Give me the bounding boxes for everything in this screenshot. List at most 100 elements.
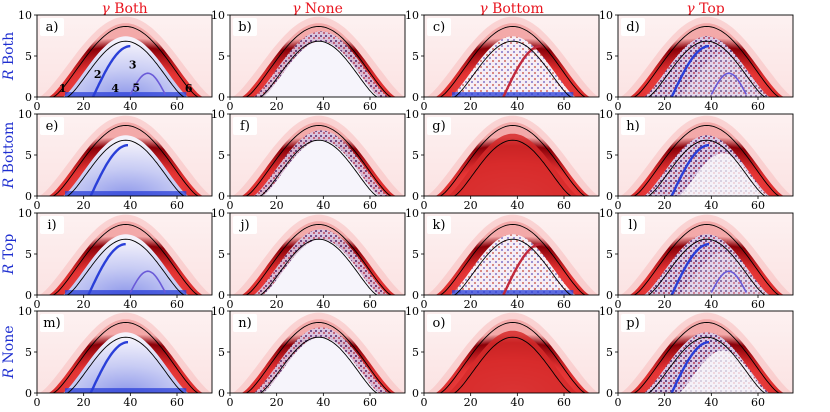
primary-front-line [670, 341, 709, 393]
panel-label-box [427, 117, 451, 135]
x-tick-label: 40 [316, 199, 330, 212]
interior-region [262, 239, 380, 295]
y-tick-label: 5 [25, 149, 32, 162]
x-tick-label: 60 [751, 100, 765, 113]
y-tick-label: 5 [218, 149, 225, 162]
y-tick-label: 0 [25, 91, 32, 104]
panel-m: 0 20 40 60 0 5 10 m) [18, 305, 213, 409]
contour-inner [454, 336, 572, 393]
x-tick-label: 40 [704, 396, 718, 409]
y-tick-label: 5 [412, 248, 419, 261]
x-tick-label: 0 [615, 396, 622, 409]
panel-label: j) [238, 218, 249, 233]
primary-front-line [670, 45, 709, 97]
panel-label: o) [433, 316, 446, 331]
interior-region [447, 133, 578, 196]
panel-j: 0 20 40 60 0 5 10 j) [211, 207, 406, 311]
baseline-band [452, 290, 574, 295]
y-tick-label: 10 [599, 207, 613, 220]
x-tick-label: 60 [170, 100, 184, 113]
contour-outer [246, 224, 392, 295]
y-tick-label: 5 [412, 50, 419, 63]
y-tick-label: 0 [412, 289, 419, 302]
column-title-both: γ Both [101, 1, 147, 17]
x-tick-label: 0 [227, 199, 234, 212]
y-tick-label: 10 [18, 207, 32, 220]
x-tick-label: 60 [363, 298, 377, 311]
y-tick-label: 0 [25, 387, 32, 400]
x-tick-label: 60 [363, 100, 377, 113]
row-title-both: R Both [1, 32, 17, 81]
y-tick-label: 10 [211, 207, 225, 220]
x-tick-label: 60 [363, 199, 377, 212]
panel-label-box [233, 18, 257, 36]
x-tick-label: 40 [510, 396, 524, 409]
y-tick-label: 10 [18, 305, 32, 318]
panel-f: 0 20 40 60 0 5 10 f) [211, 108, 406, 212]
y-tick-label: 10 [18, 108, 32, 121]
contour-inner [67, 336, 185, 393]
contour-inner [260, 238, 378, 295]
y-tick-label: 5 [218, 346, 225, 359]
x-tick-label: 0 [615, 100, 622, 113]
x-tick-label: 20 [464, 298, 478, 311]
panel-label-box [40, 314, 64, 332]
panel-label-box [233, 314, 257, 332]
secondary-front-line [129, 72, 167, 95]
x-tick-label: 60 [170, 199, 184, 212]
panel-label-box [427, 18, 451, 36]
panel-label: d) [626, 20, 639, 35]
y-tick-label: 10 [211, 305, 225, 318]
y-tick-label: 5 [606, 50, 613, 63]
x-tick-label: 0 [34, 298, 41, 311]
panel-i: 0 20 40 60 0 5 10 i) [18, 207, 213, 311]
panel-label: l) [628, 218, 637, 233]
x-tick-label: 60 [751, 298, 765, 311]
y-tick-label: 0 [25, 289, 32, 302]
y-tick-label: 0 [218, 91, 225, 104]
y-tick-label: 0 [606, 190, 613, 203]
x-tick-label: 20 [464, 396, 478, 409]
contour-outer [246, 125, 392, 196]
x-tick-label: 20 [658, 396, 672, 409]
x-tick-label: 60 [557, 298, 571, 311]
row-title-bottom: R Bottom [1, 122, 17, 190]
panel-label: b) [238, 20, 251, 35]
y-tick-label: 0 [25, 190, 32, 203]
interior-region [62, 135, 189, 196]
y-tick-label: 10 [211, 108, 225, 121]
x-tick-label: 0 [615, 298, 622, 311]
x-tick-label: 20 [270, 100, 284, 113]
contour-outer [634, 26, 780, 97]
panel-h: 0 20 40 60 0 5 10 h) [599, 108, 794, 212]
x-tick-label: 20 [270, 199, 284, 212]
interior-region [62, 234, 189, 295]
y-tick-label: 0 [606, 91, 613, 104]
x-tick-label: 20 [77, 298, 91, 311]
contour-outer [440, 322, 586, 393]
y-tick-label: 5 [606, 346, 613, 359]
annotation-2: 2 [94, 68, 102, 81]
contour-inner [648, 336, 766, 393]
x-tick-label: 60 [557, 100, 571, 113]
secondary-front-line [710, 270, 748, 293]
primary-front-line [89, 144, 128, 196]
baseline-band [65, 191, 187, 196]
contour-outer [634, 322, 780, 393]
x-tick-label: 0 [227, 298, 234, 311]
y-tick-label: 10 [599, 305, 613, 318]
panel-k: 0 20 40 60 0 5 10 k) [405, 207, 600, 311]
contour-inner [454, 139, 572, 196]
y-tick-label: 0 [218, 387, 225, 400]
y-tick-label: 0 [412, 91, 419, 104]
contour-outer [634, 224, 780, 295]
panel-label-box [233, 117, 257, 135]
contour-outer [53, 224, 199, 295]
contour-inner [648, 40, 766, 97]
panel-label-box [40, 18, 64, 36]
panel-p: 0 20 40 60 0 5 10 p) [599, 305, 794, 409]
interior-region [262, 140, 380, 196]
secondary-front-line [129, 270, 167, 293]
